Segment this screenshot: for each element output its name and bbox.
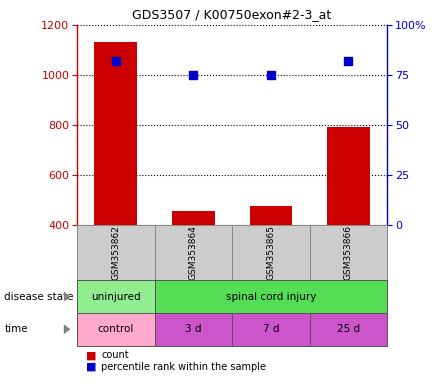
Bar [77, 225, 154, 280]
Polygon shape [64, 292, 70, 302]
Bar [77, 313, 154, 346]
Point [112, 58, 119, 64]
Bar [232, 313, 310, 346]
Text: control: control [98, 324, 134, 334]
Bar [172, 211, 215, 225]
Text: GSM353865: GSM353865 [266, 225, 275, 280]
Bar [154, 225, 232, 280]
Bar [77, 280, 154, 313]
Text: 3 d: 3 d [185, 324, 202, 334]
Text: GSM353864: GSM353864 [189, 225, 198, 280]
Text: time: time [4, 324, 28, 334]
Text: uninjured: uninjured [91, 291, 141, 302]
Bar [154, 313, 232, 346]
Bar [249, 206, 292, 225]
Text: percentile rank within the sample: percentile rank within the sample [101, 362, 266, 372]
Text: 7 d: 7 d [263, 324, 279, 334]
Text: GSM353862: GSM353862 [111, 225, 120, 280]
Bar [154, 280, 387, 313]
Text: ■: ■ [86, 350, 96, 360]
Text: count: count [101, 350, 129, 360]
Bar [232, 225, 310, 280]
Bar [95, 43, 137, 225]
Text: GDS3507 / K00750exon#2-3_at: GDS3507 / K00750exon#2-3_at [132, 8, 332, 21]
Bar [310, 225, 387, 280]
Bar [310, 313, 387, 346]
Text: ■: ■ [86, 362, 96, 372]
Text: GSM353866: GSM353866 [344, 225, 353, 280]
Text: 25 d: 25 d [337, 324, 360, 334]
Polygon shape [64, 324, 70, 334]
Point [345, 58, 352, 64]
Bar [327, 127, 370, 225]
Text: disease state: disease state [4, 291, 74, 302]
Point [190, 72, 197, 78]
Text: spinal cord injury: spinal cord injury [226, 291, 316, 302]
Point [268, 72, 275, 78]
